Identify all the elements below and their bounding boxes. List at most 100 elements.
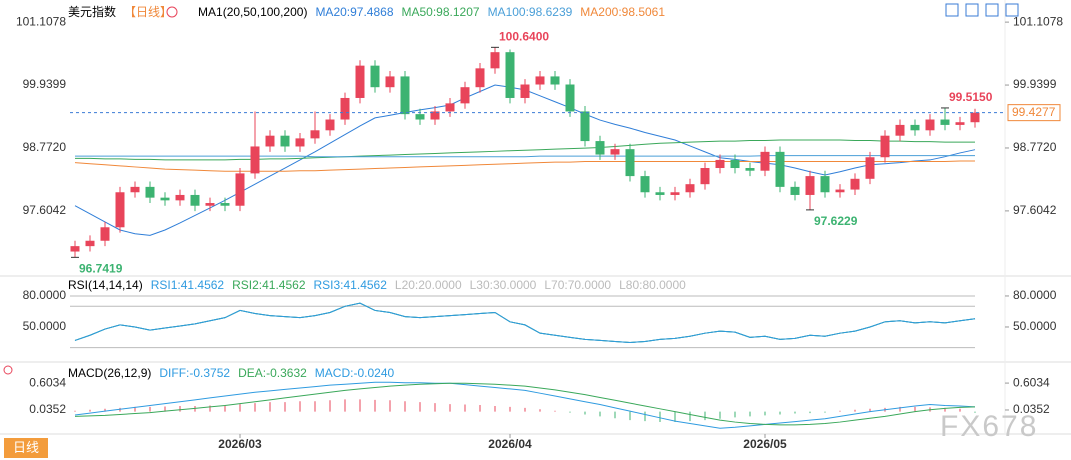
annotation: 99.5150 <box>949 90 993 104</box>
candle-body <box>610 149 620 155</box>
candle-body <box>340 97 350 120</box>
y-tick-label: 97.6042 <box>23 203 67 217</box>
candle-body <box>490 52 500 69</box>
last-price-box <box>1007 104 1061 122</box>
y-tick-label: 97.6042 <box>1013 203 1057 217</box>
legend-entry: MA100:98.6239 <box>487 5 573 19</box>
icon[interactable] <box>945 3 959 17</box>
rsi-header: RSI(14,14,14) RSI1:41.4562 RSI2:41.4562 RS… <box>68 278 686 292</box>
candle-body <box>550 76 560 85</box>
candle-body <box>775 151 785 187</box>
y-tick-label: 101.1078 <box>16 14 66 28</box>
candle-body <box>175 194 185 201</box>
indicator-line <box>74 302 976 343</box>
candle-body <box>790 186 800 195</box>
candle-body <box>745 168 755 171</box>
legend-entry: RSI2:41.4562 <box>232 278 306 292</box>
legend-entry: L80:80.0000 <box>619 278 686 292</box>
candle-body <box>625 149 635 177</box>
candle-body <box>205 203 215 206</box>
legend-entry: L30:30.0000 <box>469 278 537 292</box>
candle-body <box>880 135 890 158</box>
candle-body <box>700 168 710 185</box>
candle-body <box>400 76 410 115</box>
candle-body <box>505 52 515 98</box>
candle-body <box>940 119 950 125</box>
icon[interactable] <box>3 365 13 375</box>
candle-body <box>730 159 740 169</box>
period[interactable]: 【日线】 <box>124 5 173 19</box>
legend-entry: MA20:97.4868 <box>315 5 394 19</box>
candle-body <box>250 146 260 174</box>
candle-body <box>835 189 845 193</box>
title: MACD(26,12,9) <box>68 366 152 380</box>
candle-body <box>70 246 80 252</box>
y-tick-label: 99.9399 <box>1013 77 1057 91</box>
candle-body <box>235 173 245 206</box>
candle-body <box>475 68 485 88</box>
x-tick-label: 2026/03 <box>218 437 262 451</box>
x-tick-label: 2026/04 <box>488 437 532 451</box>
candle-body <box>565 84 575 112</box>
macd-header: MACD(26,12,9) DIFF:-0.3752 DEA:-0.3632 MAC… <box>68 366 394 380</box>
title: RSI(14,14,14) <box>68 278 143 292</box>
candle-body <box>925 119 935 131</box>
legend-entry: MA200:98.5061 <box>580 5 666 19</box>
indicator-line <box>74 381 976 429</box>
legend-entry: RSI1:41.4562 <box>150 278 225 292</box>
y-tick-label: 80.0000 <box>23 288 67 302</box>
candle-body <box>145 186 155 198</box>
x-tick-label: 2026/05 <box>743 437 787 451</box>
legend-entry: DEA:-0.3632 <box>238 366 307 380</box>
candle-body <box>970 112 980 123</box>
last-price-label: 99.4277 <box>1012 105 1056 119</box>
candle-body <box>805 176 815 195</box>
price-header: 美元指数 【日线】 MA1(20,50,100,200) MA20:97.486… <box>68 5 665 19</box>
candle-body <box>160 197 170 201</box>
indicator-line <box>74 382 976 426</box>
y-tick-label: 50.0000 <box>1013 319 1057 333</box>
candle-body <box>325 119 335 131</box>
y-tick-label: 98.7720 <box>23 140 67 154</box>
candle-body <box>640 176 650 193</box>
candle-body <box>910 124 920 131</box>
icon[interactable] <box>965 3 979 17</box>
candle-body <box>670 192 680 195</box>
candle-body <box>370 65 380 88</box>
candle-body <box>655 192 665 195</box>
indicator-line <box>74 160 975 172</box>
candle-body <box>310 130 320 139</box>
candle-body <box>115 192 125 228</box>
icon[interactable] <box>166 6 178 18</box>
legend-entry: MA50:98.1207 <box>401 5 480 19</box>
y-tick-label: 99.9399 <box>23 77 67 91</box>
y-tick-label: 0.0352 <box>29 402 66 416</box>
candle-body <box>295 138 305 147</box>
candle-body <box>385 76 395 88</box>
indicator: MA1(20,50,100,200) <box>198 5 308 19</box>
annotation: 96.7419 <box>79 262 123 276</box>
candle-body <box>460 87 470 104</box>
indicator-line <box>75 155 975 158</box>
candle-body <box>355 65 365 98</box>
icon[interactable] <box>1005 3 1019 17</box>
candle-body <box>820 176 830 193</box>
toolbar-icons[interactable] <box>945 3 1019 17</box>
candle-body <box>85 240 95 247</box>
candle-body <box>955 122 965 125</box>
indicator-line <box>75 139 975 161</box>
candle-body <box>850 178 860 190</box>
title: 美元指数 <box>68 5 117 19</box>
legend-entry: DIFF:-0.3752 <box>159 366 231 380</box>
y-tick-label: 50.0000 <box>23 319 67 333</box>
candle-body <box>595 141 605 155</box>
y-tick-label: 98.7720 <box>1013 140 1057 154</box>
candle-body <box>280 135 290 147</box>
candle-body <box>895 124 905 136</box>
indicator-line <box>74 302 976 343</box>
candle-body <box>535 76 545 85</box>
icon[interactable] <box>985 3 999 17</box>
period-button[interactable]: 日线 <box>4 438 48 458</box>
legend-entry: RSI3:41.4562 <box>313 278 387 292</box>
